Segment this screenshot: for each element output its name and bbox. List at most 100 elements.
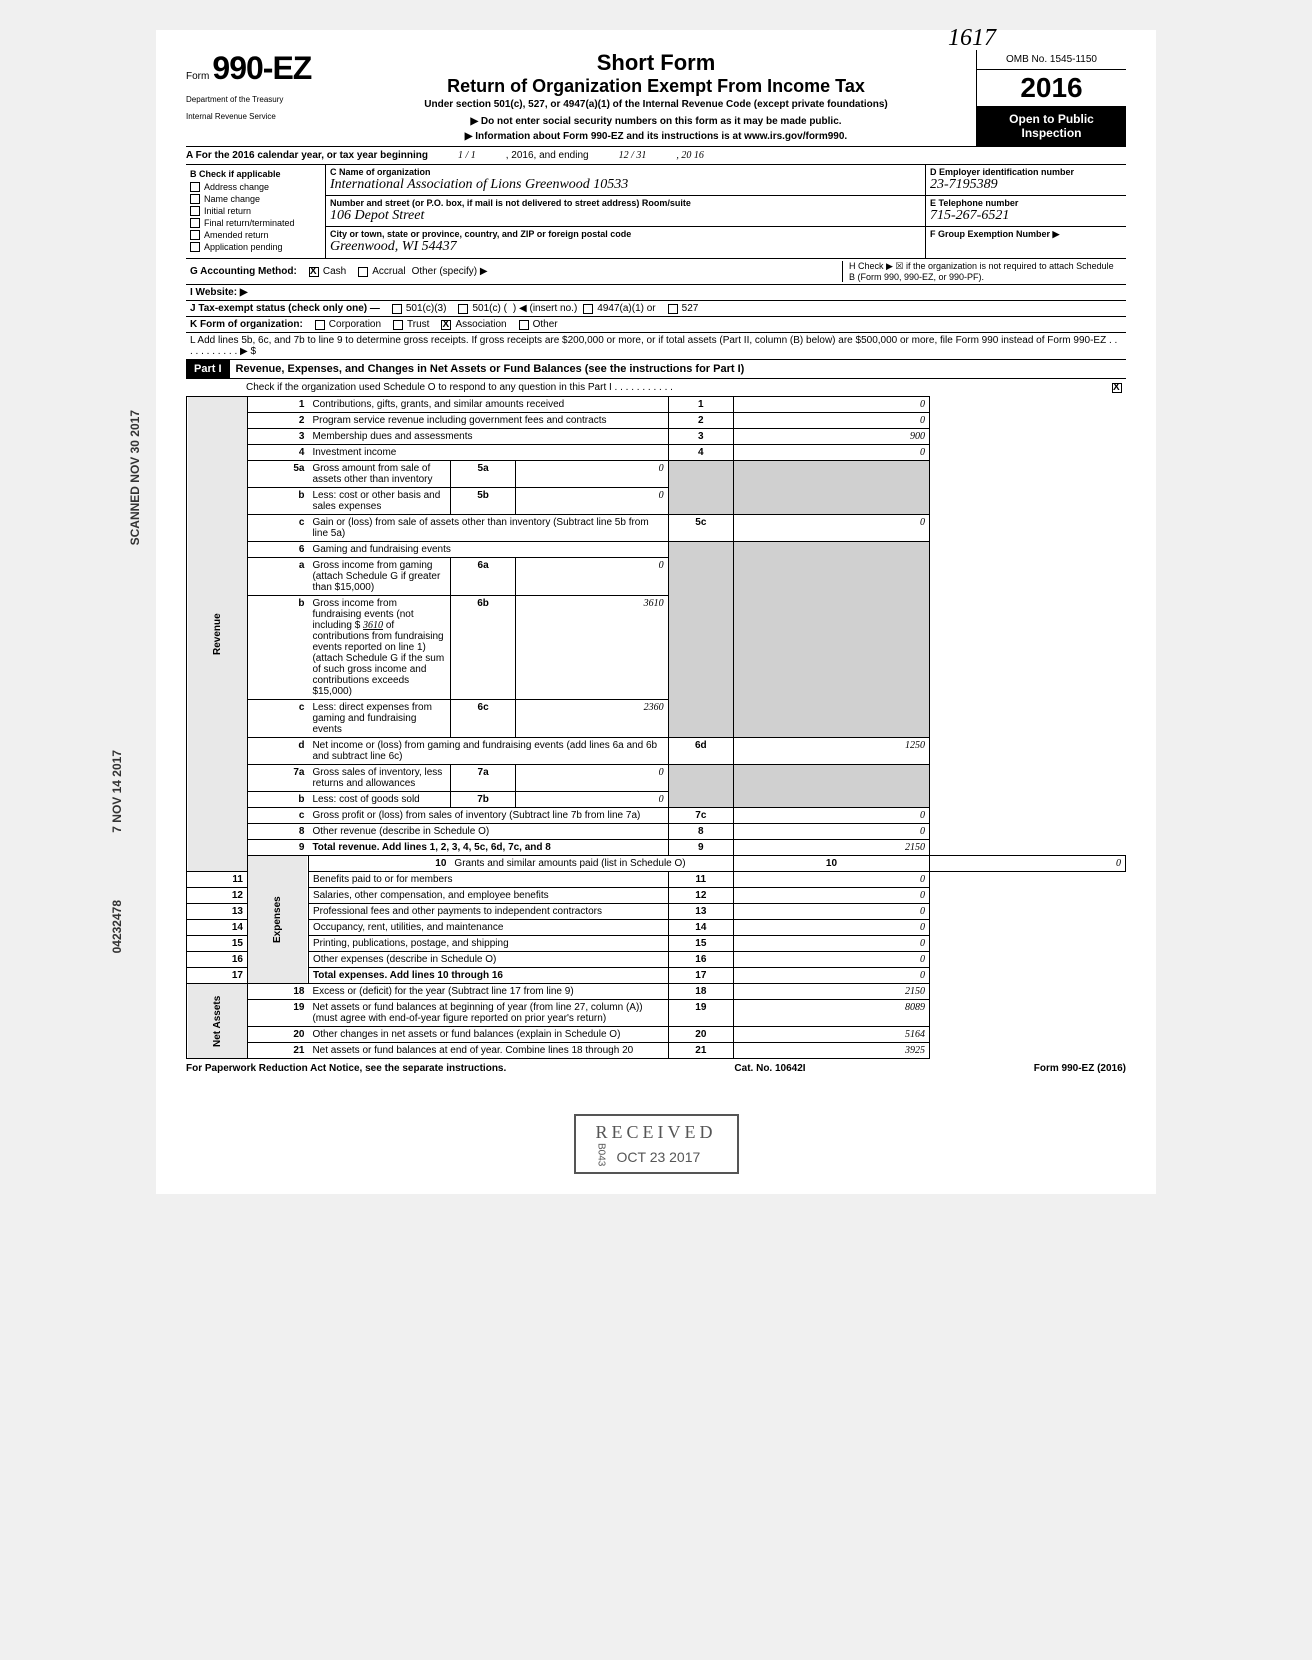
line-desc: Gross sales of inventory, less returns a… xyxy=(308,765,450,792)
row-g-accounting: G Accounting Method: Cash Accrual Other … xyxy=(186,259,1126,285)
line-desc-6b: Gross income from fundraising events (no… xyxy=(308,596,450,700)
chk-association[interactable]: Association xyxy=(441,319,506,330)
table-row: 14Occupancy, rent, utilities, and mainte… xyxy=(187,920,1126,936)
chk-501c3[interactable]: 501(c)(3) xyxy=(392,303,447,314)
chk-final-return[interactable]: Final return/terminated xyxy=(190,218,321,228)
line-box-num: 10 xyxy=(734,856,930,872)
org-name-label: C Name of organization xyxy=(330,167,921,177)
line-desc: Salaries, other compensation, and employ… xyxy=(308,888,668,904)
row-a-label: A For the 2016 calendar year, or tax yea… xyxy=(186,150,428,161)
line-num: 3 xyxy=(247,429,308,445)
side-label-expenses: Expenses xyxy=(247,856,308,984)
line-num: 5a xyxy=(247,461,308,488)
footer-paperwork: For Paperwork Reduction Act Notice, see … xyxy=(186,1063,506,1074)
margin-scanned-stamp: SCANNED NOV 30 2017 xyxy=(128,410,142,545)
line-desc: Contributions, gifts, grants, and simila… xyxy=(308,397,668,413)
table-row: 2Program service revenue including gover… xyxy=(187,413,1126,429)
chk-trust[interactable]: Trust xyxy=(393,319,429,330)
chk-label: Application pending xyxy=(204,242,283,252)
line-box-num: 19 xyxy=(668,1000,733,1027)
line-desc: Investment income xyxy=(308,445,668,461)
line-box-num: 20 xyxy=(668,1027,733,1043)
checkbox-icon xyxy=(358,267,368,277)
row-j-tax-status: J Tax-exempt status (check only one) — 5… xyxy=(186,301,1126,317)
chk-label: Amended return xyxy=(204,230,269,240)
table-row: aGross income from gaming (attach Schedu… xyxy=(187,558,1126,596)
line-num: b xyxy=(247,488,308,515)
mid-box-num: 7b xyxy=(450,792,515,808)
form-number: 990-EZ xyxy=(212,50,311,86)
line-value: 0 xyxy=(734,872,930,888)
checkbox-icon xyxy=(458,304,468,314)
line-num: 14 xyxy=(187,920,248,936)
chk-527[interactable]: 527 xyxy=(668,303,699,314)
checkbox-icon xyxy=(190,206,200,216)
checkbox-icon xyxy=(190,242,200,252)
margin-date-stamp: 7 NOV 14 2017 xyxy=(110,750,124,833)
table-row: cLess: direct expenses from gaming and f… xyxy=(187,700,1126,738)
line-num: 9 xyxy=(247,840,308,856)
footer-form-ref: Form 990-EZ (2016) xyxy=(1034,1063,1126,1074)
line-num: 20 xyxy=(247,1027,308,1043)
line-num: 1 xyxy=(247,397,308,413)
stamp-code: B043 xyxy=(596,1143,607,1166)
line-value: 2150 xyxy=(734,984,930,1000)
col-c-org-info: C Name of organization International Ass… xyxy=(326,165,926,258)
chk-address-change[interactable]: Address change xyxy=(190,182,321,192)
mid-value: 0 xyxy=(516,488,668,515)
chk-4947[interactable]: 4947(a)(1) or xyxy=(583,303,655,314)
chk-name-change[interactable]: Name change xyxy=(190,194,321,204)
line-value: 0 xyxy=(734,952,930,968)
line-num: 8 xyxy=(247,824,308,840)
row-l-text: L Add lines 5b, 6c, and 7b to line 9 to … xyxy=(190,335,1122,357)
table-row: bLess: cost of goods sold 7b0 xyxy=(187,792,1126,808)
mid-box-num: 5b xyxy=(450,488,515,515)
line-desc: Program service revenue including govern… xyxy=(308,413,668,429)
part1-title: Revenue, Expenses, and Changes in Net As… xyxy=(230,363,1126,375)
line-value: 0 xyxy=(734,904,930,920)
table-row: 13Professional fees and other payments t… xyxy=(187,904,1126,920)
omb-number: OMB No. 1545-1150 xyxy=(977,50,1126,70)
table-row: Expenses 10Grants and similar amounts pa… xyxy=(187,856,1126,872)
table-row: 7aGross sales of inventory, less returns… xyxy=(187,765,1126,792)
line-desc: Less: cost or other basis and sales expe… xyxy=(308,488,450,515)
group-exemption-field: F Group Exemption Number ▶ xyxy=(926,227,1126,251)
title-note-ssn: ▶ Do not enter social security numbers o… xyxy=(344,116,968,127)
org-name-field: C Name of organization International Ass… xyxy=(326,165,925,196)
chk-cash[interactable]: Cash xyxy=(309,266,346,277)
chk-corporation[interactable]: Corporation xyxy=(315,319,381,330)
received-stamp: RECEIVED B043 OCT 23 2017 xyxy=(574,1114,739,1174)
line-num: 11 xyxy=(187,872,248,888)
line-box-num: 17 xyxy=(668,968,733,984)
line-num: 7a xyxy=(247,765,308,792)
title-cell: Short Form Return of Organization Exempt… xyxy=(336,50,976,142)
line-desc: Net assets or fund balances at end of ye… xyxy=(308,1043,668,1059)
checkbox-checked-icon[interactable] xyxy=(1112,383,1122,393)
line-value: 0 xyxy=(734,824,930,840)
line-box-num: 6d xyxy=(668,738,733,765)
line-desc: Total revenue. Add lines 1, 2, 3, 4, 5c,… xyxy=(308,840,668,856)
title-sub: Under section 501(c), 527, or 4947(a)(1)… xyxy=(344,99,968,110)
line-value: 0 xyxy=(734,936,930,952)
table-row: 9Total revenue. Add lines 1, 2, 3, 4, 5c… xyxy=(187,840,1126,856)
col-b-header: B Check if applicable xyxy=(190,169,321,179)
chk-501c[interactable]: 501(c) ( xyxy=(458,303,506,314)
line-desc: Other revenue (describe in Schedule O) xyxy=(308,824,668,840)
line-box-num: 5c xyxy=(668,515,733,542)
line-value: 8089 xyxy=(734,1000,930,1027)
chk-accrual[interactable]: Accrual xyxy=(358,266,405,277)
line-desc: Other changes in net assets or fund bala… xyxy=(308,1027,668,1043)
chk-other-org[interactable]: Other xyxy=(519,319,558,330)
part1-header-row: Part I Revenue, Expenses, and Changes in… xyxy=(186,360,1126,379)
form-number-cell: Form 990-EZ Department of the Treasury I… xyxy=(186,50,336,121)
table-row: 11Benefits paid to or for members110 xyxy=(187,872,1126,888)
line-value: 0 xyxy=(929,856,1125,872)
table-row: cGain or (loss) from sale of assets othe… xyxy=(187,515,1126,542)
line-num: 15 xyxy=(187,936,248,952)
table-row: bLess: cost or other basis and sales exp… xyxy=(187,488,1126,515)
checkbox-icon xyxy=(190,194,200,204)
chk-app-pending[interactable]: Application pending xyxy=(190,242,321,252)
chk-initial-return[interactable]: Initial return xyxy=(190,206,321,216)
chk-amended-return[interactable]: Amended return xyxy=(190,230,321,240)
line-desc: Grants and similar amounts paid (list in… xyxy=(450,856,733,872)
